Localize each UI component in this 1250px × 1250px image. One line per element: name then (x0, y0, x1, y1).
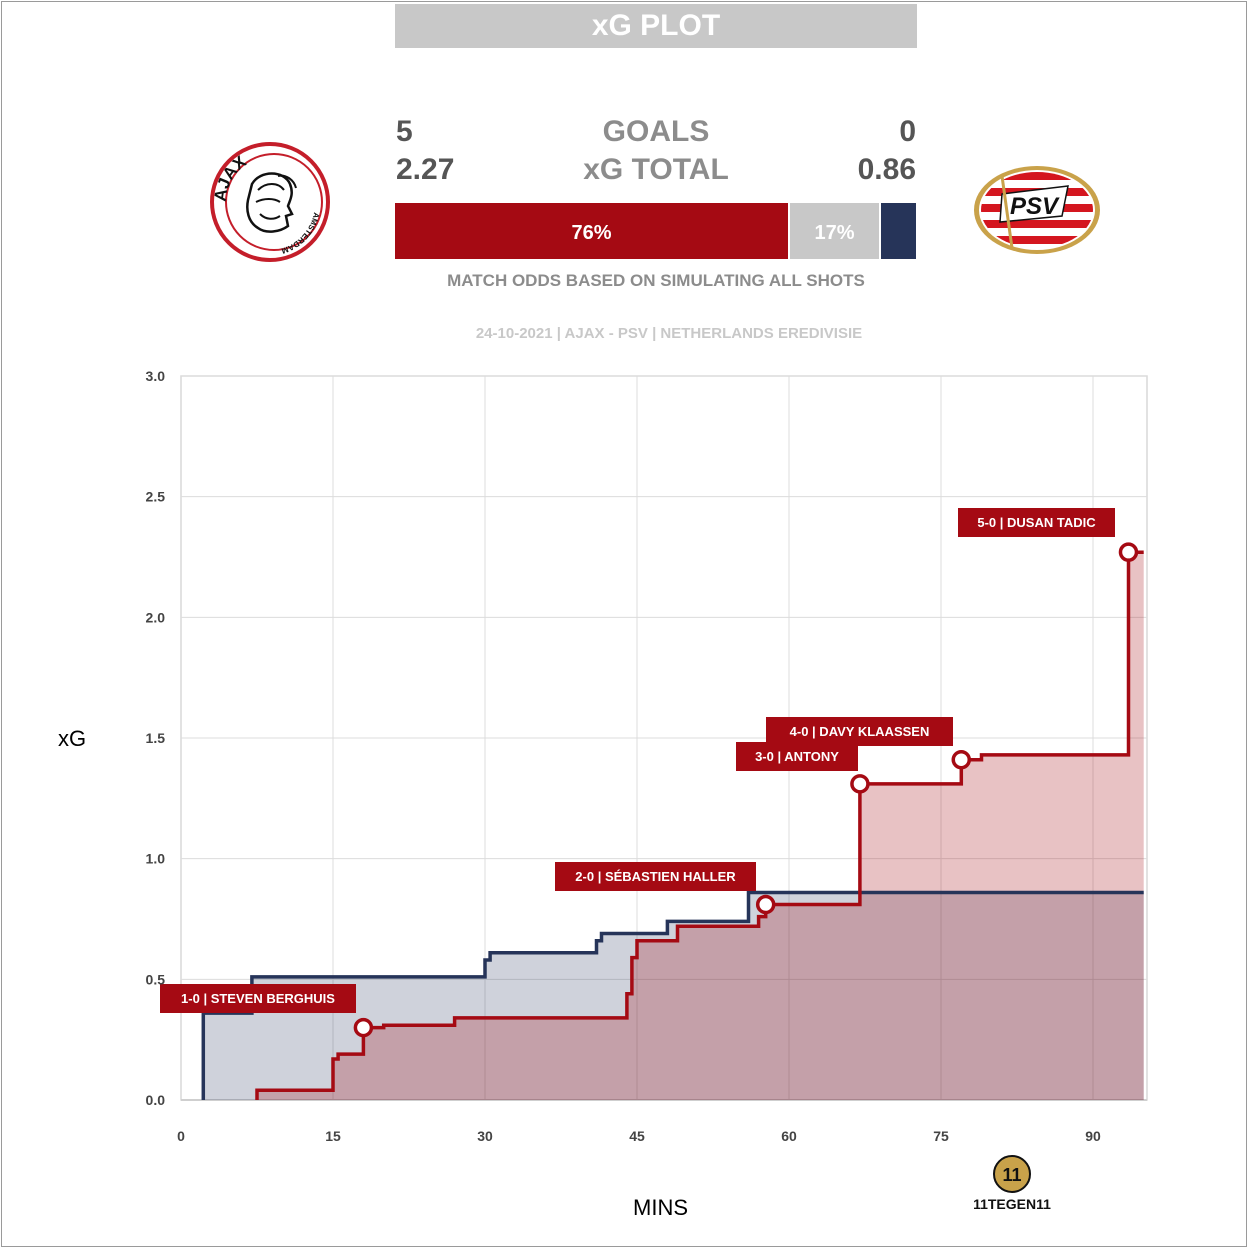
x-tick-label: 15 (325, 1128, 341, 1144)
psv-crest-icon: PSV (974, 166, 1100, 254)
ajax-crest-icon: AJAX AMSTERDAM (210, 142, 330, 262)
match-info: 24-10-2021 | AJAX - PSV | NETHERLANDS ER… (475, 325, 863, 342)
y-axis-title: xG (58, 726, 87, 751)
goal-label: 5-0 | DUSAN TADIC (977, 515, 1096, 530)
x-tick-label: 0 (177, 1128, 185, 1144)
x-tick-label: 60 (781, 1128, 797, 1144)
goal-label: 2-0 | SÉBASTIEN HALLER (575, 869, 736, 884)
goal-label-box (766, 717, 953, 746)
xg-total-label: xG TOTAL (583, 153, 729, 186)
away-win-odds-bar (881, 203, 916, 259)
goal-label-box (160, 984, 356, 1013)
y-tick-label: 1.5 (146, 730, 166, 746)
x-tick-label: 75 (933, 1128, 949, 1144)
svg-text:11: 11 (1002, 1165, 1021, 1185)
y-tick-label: 2.5 (146, 489, 166, 505)
home-xg-total: 2.27 (396, 153, 455, 186)
goals-label: GOALS (602, 115, 710, 148)
goal-marker (951, 749, 972, 770)
draw-odds-bar: 17% (790, 203, 879, 259)
brand-text: 11TEGEN11 (973, 1196, 1051, 1212)
y-tick-label: 3.0 (146, 368, 166, 384)
goal-label-box (736, 742, 858, 771)
home-goals: 5 (396, 115, 413, 148)
series-area-ajax (257, 552, 1144, 1100)
goal-marker (850, 774, 870, 794)
goal-marker (755, 894, 776, 915)
home-win-odds-label: 76% (571, 222, 612, 244)
draw-odds-label: 17% (814, 222, 855, 244)
y-tick-label: 2.0 (146, 609, 166, 625)
goal-marker (1118, 542, 1139, 562)
away-xg-total: 0.86 (857, 153, 916, 186)
psv-crest-text: PSV (1010, 193, 1060, 220)
y-tick-label: 1.0 (146, 851, 166, 867)
x-tick-label: 90 (1085, 1128, 1101, 1144)
away-goals: 0 (899, 115, 916, 148)
x-axis-title: MINS (633, 1195, 688, 1220)
goal-label: 1-0 | STEVEN BERGHUIS (181, 991, 335, 1006)
home-win-odds-bar: 76% (395, 203, 788, 259)
odds-caption: MATCH ODDS BASED ON SIMULATING ALL SHOTS (447, 271, 865, 290)
goal-marker (353, 1017, 374, 1038)
goal-label-box (555, 862, 756, 891)
11tegen11-logo-icon: 11 11TEGEN11 (973, 1155, 1051, 1212)
x-tick-label: 45 (629, 1128, 645, 1144)
y-tick-label: 0.0 (146, 1092, 166, 1108)
page-title: xG PLOT (395, 4, 917, 48)
y-tick-label: 0.5 (146, 971, 166, 987)
x-tick-label: 30 (477, 1128, 493, 1144)
goal-label: 3-0 | ANTONY (755, 749, 839, 764)
goal-label-box (958, 508, 1115, 537)
series-area-psv (203, 892, 1144, 1100)
goal-label: 4-0 | DAVY KLAASSEN (790, 724, 930, 739)
